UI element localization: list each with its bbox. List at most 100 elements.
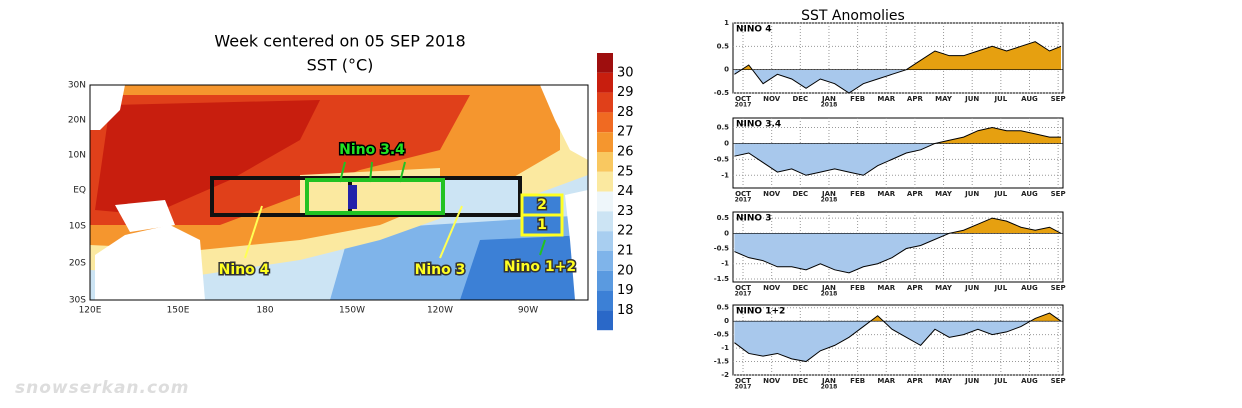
- anomaly-chart: 0.5 0 -0.5 -1 -1.5 -2 OCT NOV DEC JAN FEB MAR APR MAY…: [714, 304, 1066, 391]
- y-tick-label: 0.5: [717, 42, 730, 50]
- lon-label: 150E: [167, 306, 190, 316]
- colorbar-band: [597, 290, 613, 311]
- map-subtitle: SST (°C): [307, 56, 374, 75]
- x-tick-label: OCT: [735, 95, 751, 103]
- y-tick-label: 1: [724, 19, 729, 27]
- x-tick-label: JUL: [993, 95, 1007, 103]
- lat-label: 10N: [68, 151, 86, 161]
- x-tick-label: JUL: [993, 190, 1007, 198]
- colorbar-label: 28: [617, 105, 634, 120]
- anomaly-chart: 0.5 0 -0.5 -1 -1.5 OCT NOV DEC JAN FEB MAR APR MAY JU…: [714, 211, 1066, 298]
- lat-label: 30N: [68, 81, 86, 91]
- year-label: 2017: [735, 384, 752, 391]
- lon-label: 150W: [339, 306, 365, 316]
- negative-area: [734, 143, 1061, 176]
- x-tick-label: DEC: [792, 377, 808, 385]
- region-label: Nino 3: [415, 262, 466, 278]
- lat-label: 30S: [69, 296, 86, 306]
- colorbar-label: 29: [617, 85, 634, 100]
- x-tick-label: JUN: [964, 95, 979, 103]
- x-tick-label: JAN: [821, 284, 836, 292]
- lon-label: 180: [256, 306, 273, 316]
- arrow: [439, 205, 463, 259]
- arrow: [369, 161, 373, 183]
- colorbar-label: 23: [617, 204, 634, 219]
- x-tick-label: OCT: [735, 284, 751, 292]
- lat-label: 10S: [69, 222, 86, 232]
- nino12-box: [520, 213, 564, 237]
- year-label: 2017: [735, 102, 752, 109]
- x-tick-label: MAY: [935, 95, 953, 103]
- colorbar-label: 26: [617, 145, 634, 160]
- colorbar-band: [597, 270, 613, 291]
- y-tick-label: -1.5: [714, 275, 729, 283]
- negative-area: [734, 321, 1061, 362]
- colorbar-label: 18: [617, 303, 634, 318]
- positive-area: [934, 127, 1061, 144]
- y-tick-label: 0: [724, 229, 729, 237]
- x-tick-label: AUG: [1021, 284, 1038, 292]
- x-tick-label: SEP: [1051, 284, 1066, 292]
- arrow: [339, 161, 346, 183]
- chart-name: NINO 1+2: [736, 307, 785, 317]
- box-number: 1: [537, 217, 547, 233]
- x-tick-label: AUG: [1021, 377, 1038, 385]
- map-title: Week centered on 05 SEP 2018: [214, 32, 465, 51]
- lat-label: EQ: [73, 186, 86, 196]
- colorbar-label: 19: [617, 283, 634, 298]
- lat-label: 20N: [68, 116, 86, 126]
- positive-area: [870, 313, 1061, 322]
- marker: [348, 185, 357, 209]
- colorbar-band: [597, 191, 613, 212]
- x-tick-label: JAN: [821, 377, 836, 385]
- x-tick-label: JAN: [821, 190, 836, 198]
- year-label: 2018: [821, 197, 838, 204]
- y-tick-label: -2: [721, 371, 729, 379]
- colorbar-label: 25: [617, 164, 634, 179]
- x-tick-label: APR: [907, 95, 924, 103]
- colorbar-band: [597, 171, 613, 192]
- colorbar-label: 30: [617, 65, 634, 80]
- y-tick-label: -1: [721, 171, 729, 179]
- negative-area: [734, 233, 950, 273]
- x-tick-label: SEP: [1051, 190, 1066, 198]
- x-tick-label: DEC: [792, 284, 808, 292]
- y-tick-label: -1: [721, 260, 729, 268]
- x-tick-label: FEB: [850, 190, 865, 198]
- cold-region: [460, 235, 588, 300]
- x-tick-label: OCT: [735, 377, 751, 385]
- lon-label: 120E: [79, 306, 102, 316]
- land: [115, 200, 175, 232]
- x-tick-label: MAR: [877, 284, 895, 292]
- y-tick-label: -1: [721, 344, 729, 352]
- colorbar-band: [597, 231, 613, 251]
- anomaly-line: [734, 127, 1061, 176]
- x-tick-label: DEC: [792, 190, 808, 198]
- x-tick-label: MAY: [935, 377, 953, 385]
- year-label: 2017: [735, 291, 752, 298]
- x-tick-label: FEB: [850, 377, 865, 385]
- y-tick-label: 0: [724, 139, 729, 147]
- y-tick-label: -0.5: [714, 155, 729, 163]
- x-tick-label: MAR: [877, 377, 895, 385]
- x-tick-label: NOV: [763, 95, 781, 103]
- negative-area: [734, 69, 1061, 93]
- chart-name: NINO 3.4: [736, 120, 781, 130]
- arrows: [244, 161, 546, 259]
- lon-label: 120W: [427, 306, 453, 316]
- x-tick-label: NOV: [763, 377, 781, 385]
- x-tick-label: APR: [907, 377, 924, 385]
- y-tick-label: 0.5: [717, 214, 730, 222]
- year-label: 2018: [821, 102, 838, 109]
- colorbar-label: 21: [617, 244, 634, 259]
- colorbar-band: [597, 53, 613, 73]
- x-tick-label: MAY: [935, 190, 953, 198]
- region-label: Nino 4: [219, 262, 270, 278]
- map-frame: [89, 84, 589, 301]
- y-tick-label: 0.5: [717, 124, 730, 132]
- land: [540, 85, 588, 160]
- colorbar-band: [597, 251, 613, 271]
- x-tick-label: FEB: [850, 95, 865, 103]
- colorbar-band: [597, 132, 613, 152]
